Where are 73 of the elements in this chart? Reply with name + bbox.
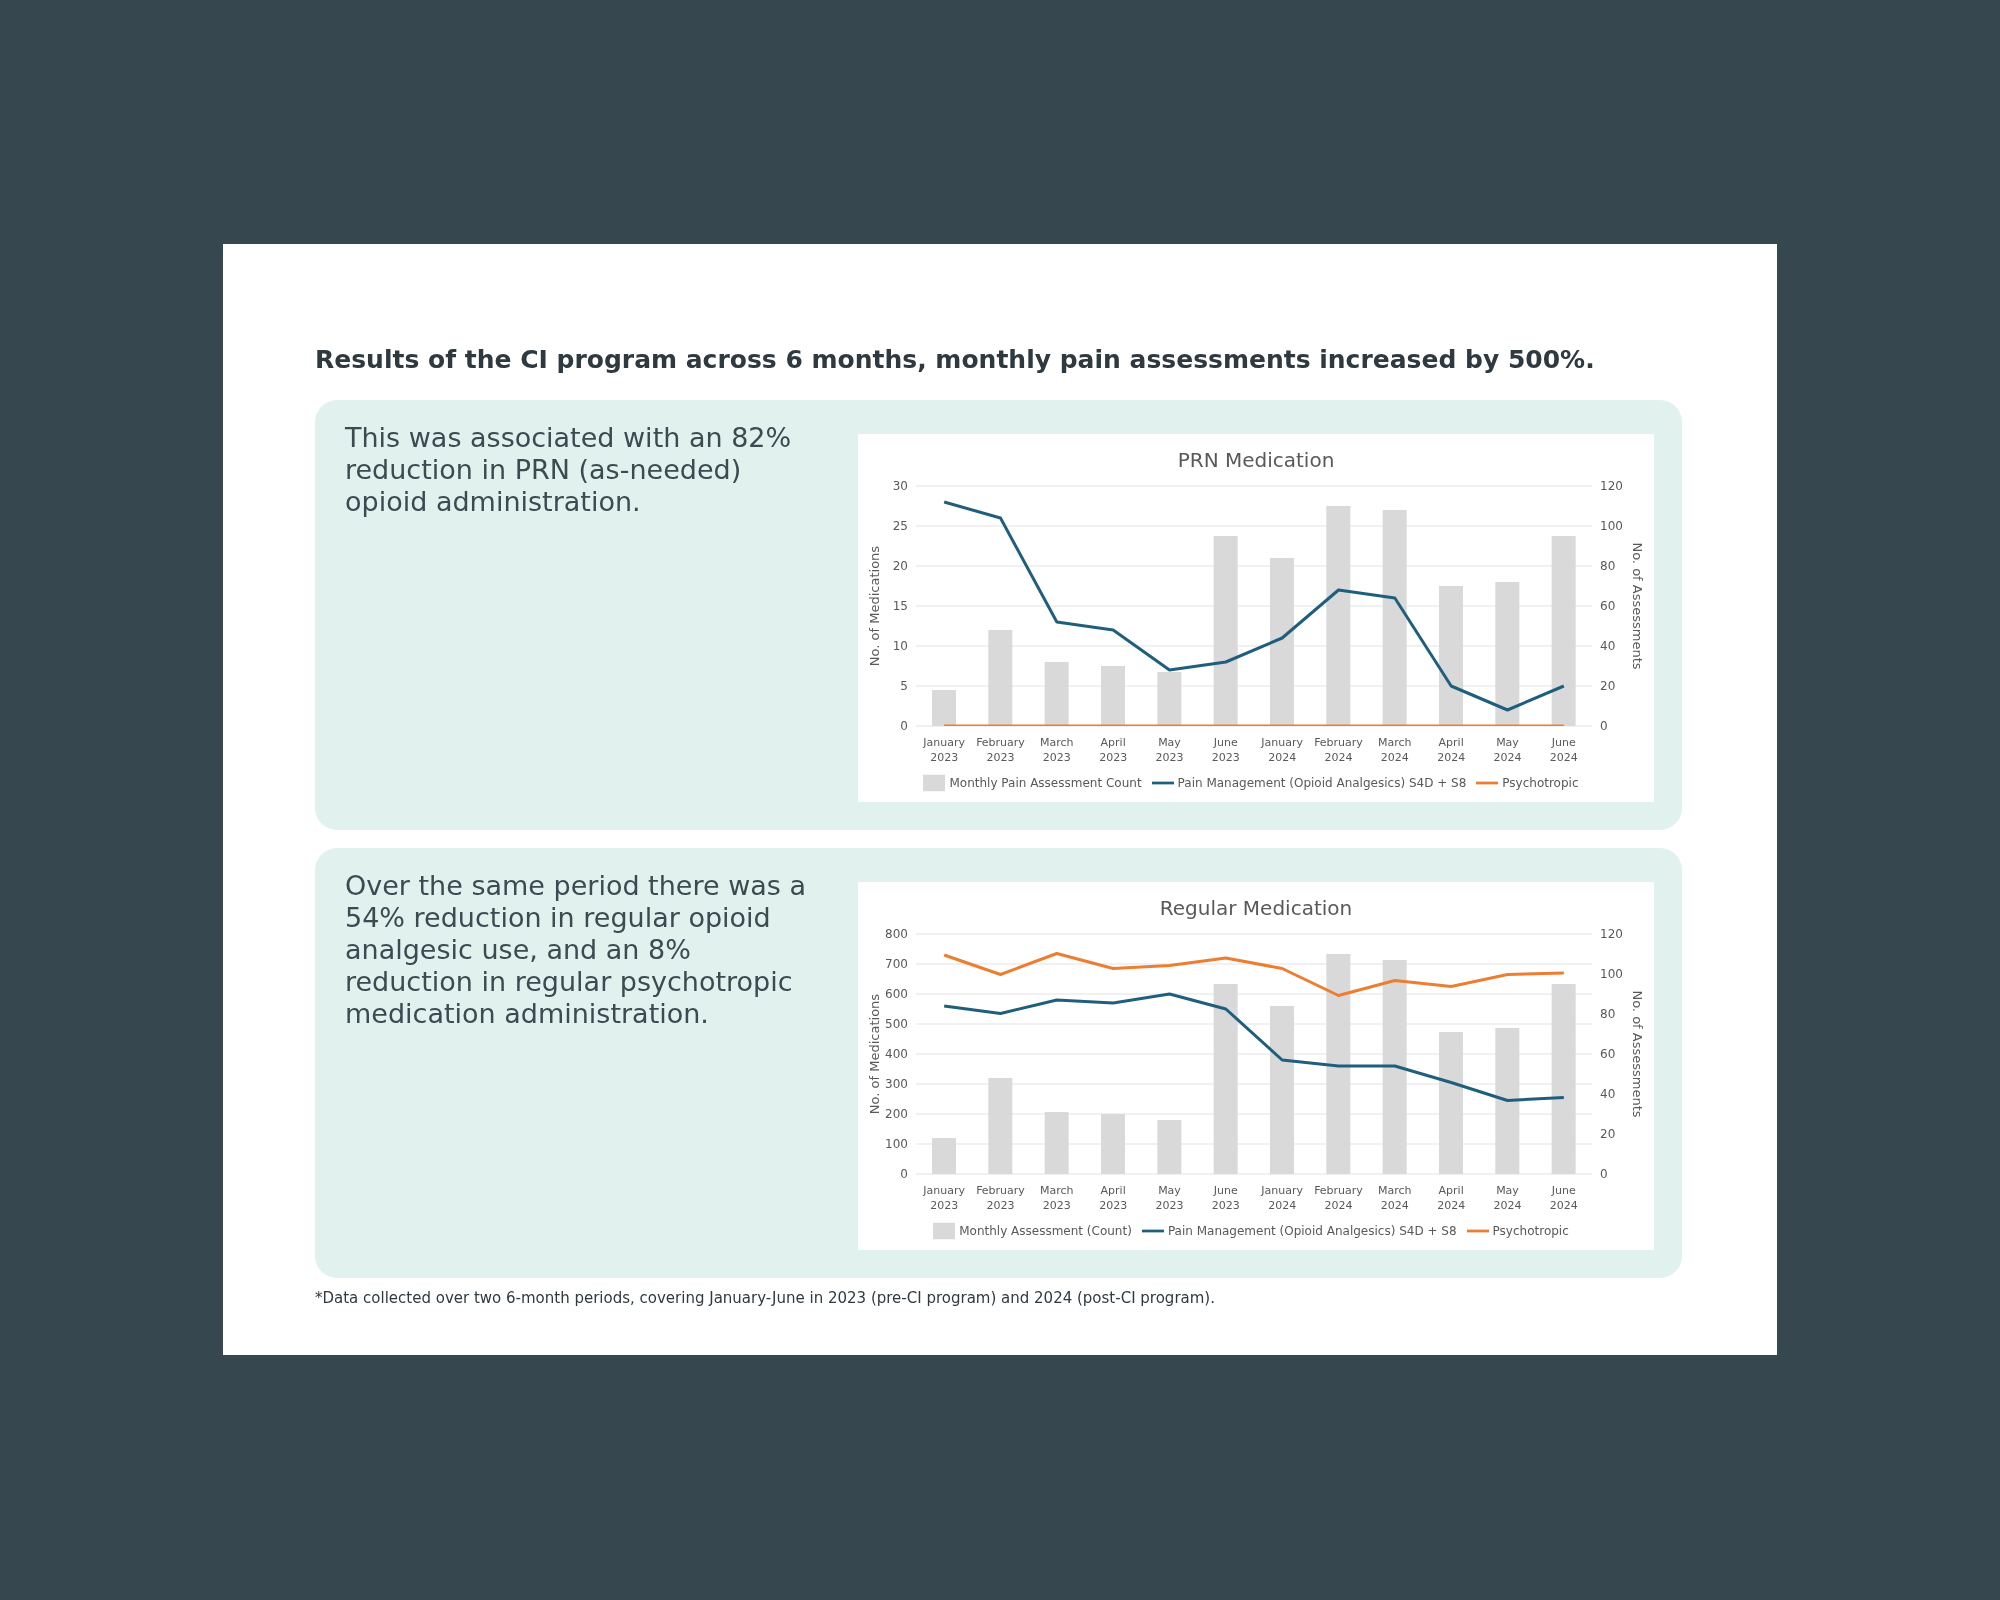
text: *Data collected over two 6-month periods, covering January-June in 2023 (pre-CI program) and 2024 (post-CI program). [315, 1289, 1215, 1307]
y2-tick-label: 100 [1600, 967, 1623, 982]
y2-tick-label: 120 [1600, 479, 1623, 494]
line-series [942, 992, 1566, 1102]
x-tick-label: March 2023 [1040, 1184, 1074, 1212]
legend-label: Monthly Pain Assessment Count [949, 775, 1142, 790]
x-tick-label: April 2024 [1437, 736, 1466, 764]
y-tick-label: 500 [885, 1017, 908, 1032]
text: This was associated with an 82% reduction in PRN (as-needed) opioid administration. [345, 422, 793, 518]
legend-label: Monthly Assessment (Count) [959, 1223, 1132, 1238]
y-tick-label: 600 [885, 987, 908, 1002]
legend-label: Psychotropic [1492, 1223, 1569, 1238]
x-tick-label: April 2024 [1437, 1184, 1466, 1212]
x-tick-label: April 2023 [1099, 1184, 1128, 1212]
x-tick-label: June 2023 [1211, 1184, 1240, 1212]
x-tick-label: January 2024 [1260, 1184, 1304, 1212]
y-tick-label: 5 [900, 679, 908, 694]
y-tick-label: 30 [892, 479, 908, 494]
x-tick-label: January 2024 [1260, 736, 1304, 764]
y2-tick-label: 20 [1600, 679, 1616, 694]
y-tick-label: 10 [892, 639, 908, 654]
y-tick-label: 25 [892, 519, 908, 534]
y-tick-label: 200 [885, 1107, 908, 1122]
y-axis-title: No. of Medications [866, 545, 882, 667]
x-tick-label: April 2023 [1099, 736, 1128, 764]
y2-tick-label: 100 [1600, 519, 1623, 534]
y2-tick-label: 120 [1600, 927, 1623, 942]
x-tick-label: February 2023 [976, 736, 1026, 764]
legend-label: Pain Management (Opioid Analgesics) S4D + S8 [1167, 1223, 1457, 1238]
y-axis-title: No. of Medications [866, 993, 882, 1115]
y2-tick-label: 80 [1600, 559, 1616, 574]
x-tick-label: February 2023 [976, 1184, 1026, 1212]
y2-axis-title: No. of Assessments [1630, 542, 1646, 670]
y-tick-label: 800 [885, 927, 908, 942]
y2-tick-label: 20 [1600, 1127, 1616, 1142]
y2-tick-label: 80 [1600, 1007, 1616, 1022]
y2-tick-label: 60 [1600, 1047, 1616, 1062]
x-tick-label: March 2024 [1378, 1184, 1412, 1212]
x-tick-label: May 2023 [1155, 1184, 1184, 1212]
chart-title: PRN Medication [1176, 447, 1336, 474]
y2-tick-label: 40 [1600, 639, 1616, 654]
y2-tick-label: 0 [1600, 1167, 1608, 1182]
line-series [942, 952, 1566, 997]
y-tick-label: 300 [885, 1077, 908, 1092]
y-tick-label: 15 [892, 599, 908, 614]
line-series [942, 500, 1566, 712]
x-tick-label: January 2023 [922, 1184, 966, 1212]
y2-tick-label: 0 [1600, 719, 1608, 734]
legend-label: Psychotropic [1502, 775, 1579, 790]
x-tick-label: March 2024 [1378, 736, 1412, 764]
x-tick-label: June 2024 [1549, 736, 1578, 764]
y-tick-label: 0 [900, 1167, 908, 1182]
x-tick-label: May 2024 [1493, 1184, 1522, 1212]
y2-tick-label: 60 [1600, 599, 1616, 614]
x-tick-label: March 2023 [1040, 736, 1074, 764]
legend-label: Pain Management (Opioid Analgesics) S4D + S8 [1177, 775, 1467, 790]
y-tick-label: 700 [885, 957, 908, 972]
y-tick-label: 100 [885, 1137, 908, 1152]
chart-title: Regular Medication [1158, 895, 1354, 922]
x-tick-label: May 2023 [1155, 736, 1184, 764]
y-tick-label: 400 [885, 1047, 908, 1062]
x-tick-label: June 2023 [1211, 736, 1240, 764]
y2-axis-title: No. of Assessments [1630, 990, 1646, 1118]
text: Over the same period there was a 54% reduction in regular opioid analgesic use, and an 8% reduction in regular psychotropic medication administration. [345, 870, 807, 1030]
y2-tick-label: 40 [1600, 1087, 1616, 1102]
x-tick-label: May 2024 [1493, 736, 1522, 764]
x-tick-label: February 2024 [1314, 736, 1364, 764]
x-tick-label: February 2024 [1314, 1184, 1364, 1212]
x-tick-label: June 2024 [1549, 1184, 1578, 1212]
y-tick-label: 20 [892, 559, 908, 574]
y-tick-label: 0 [900, 719, 908, 734]
x-tick-label: January 2023 [922, 736, 966, 764]
text: Results of the CI program across 6 months, monthly pain assessments increased by 500%. [315, 345, 1596, 374]
